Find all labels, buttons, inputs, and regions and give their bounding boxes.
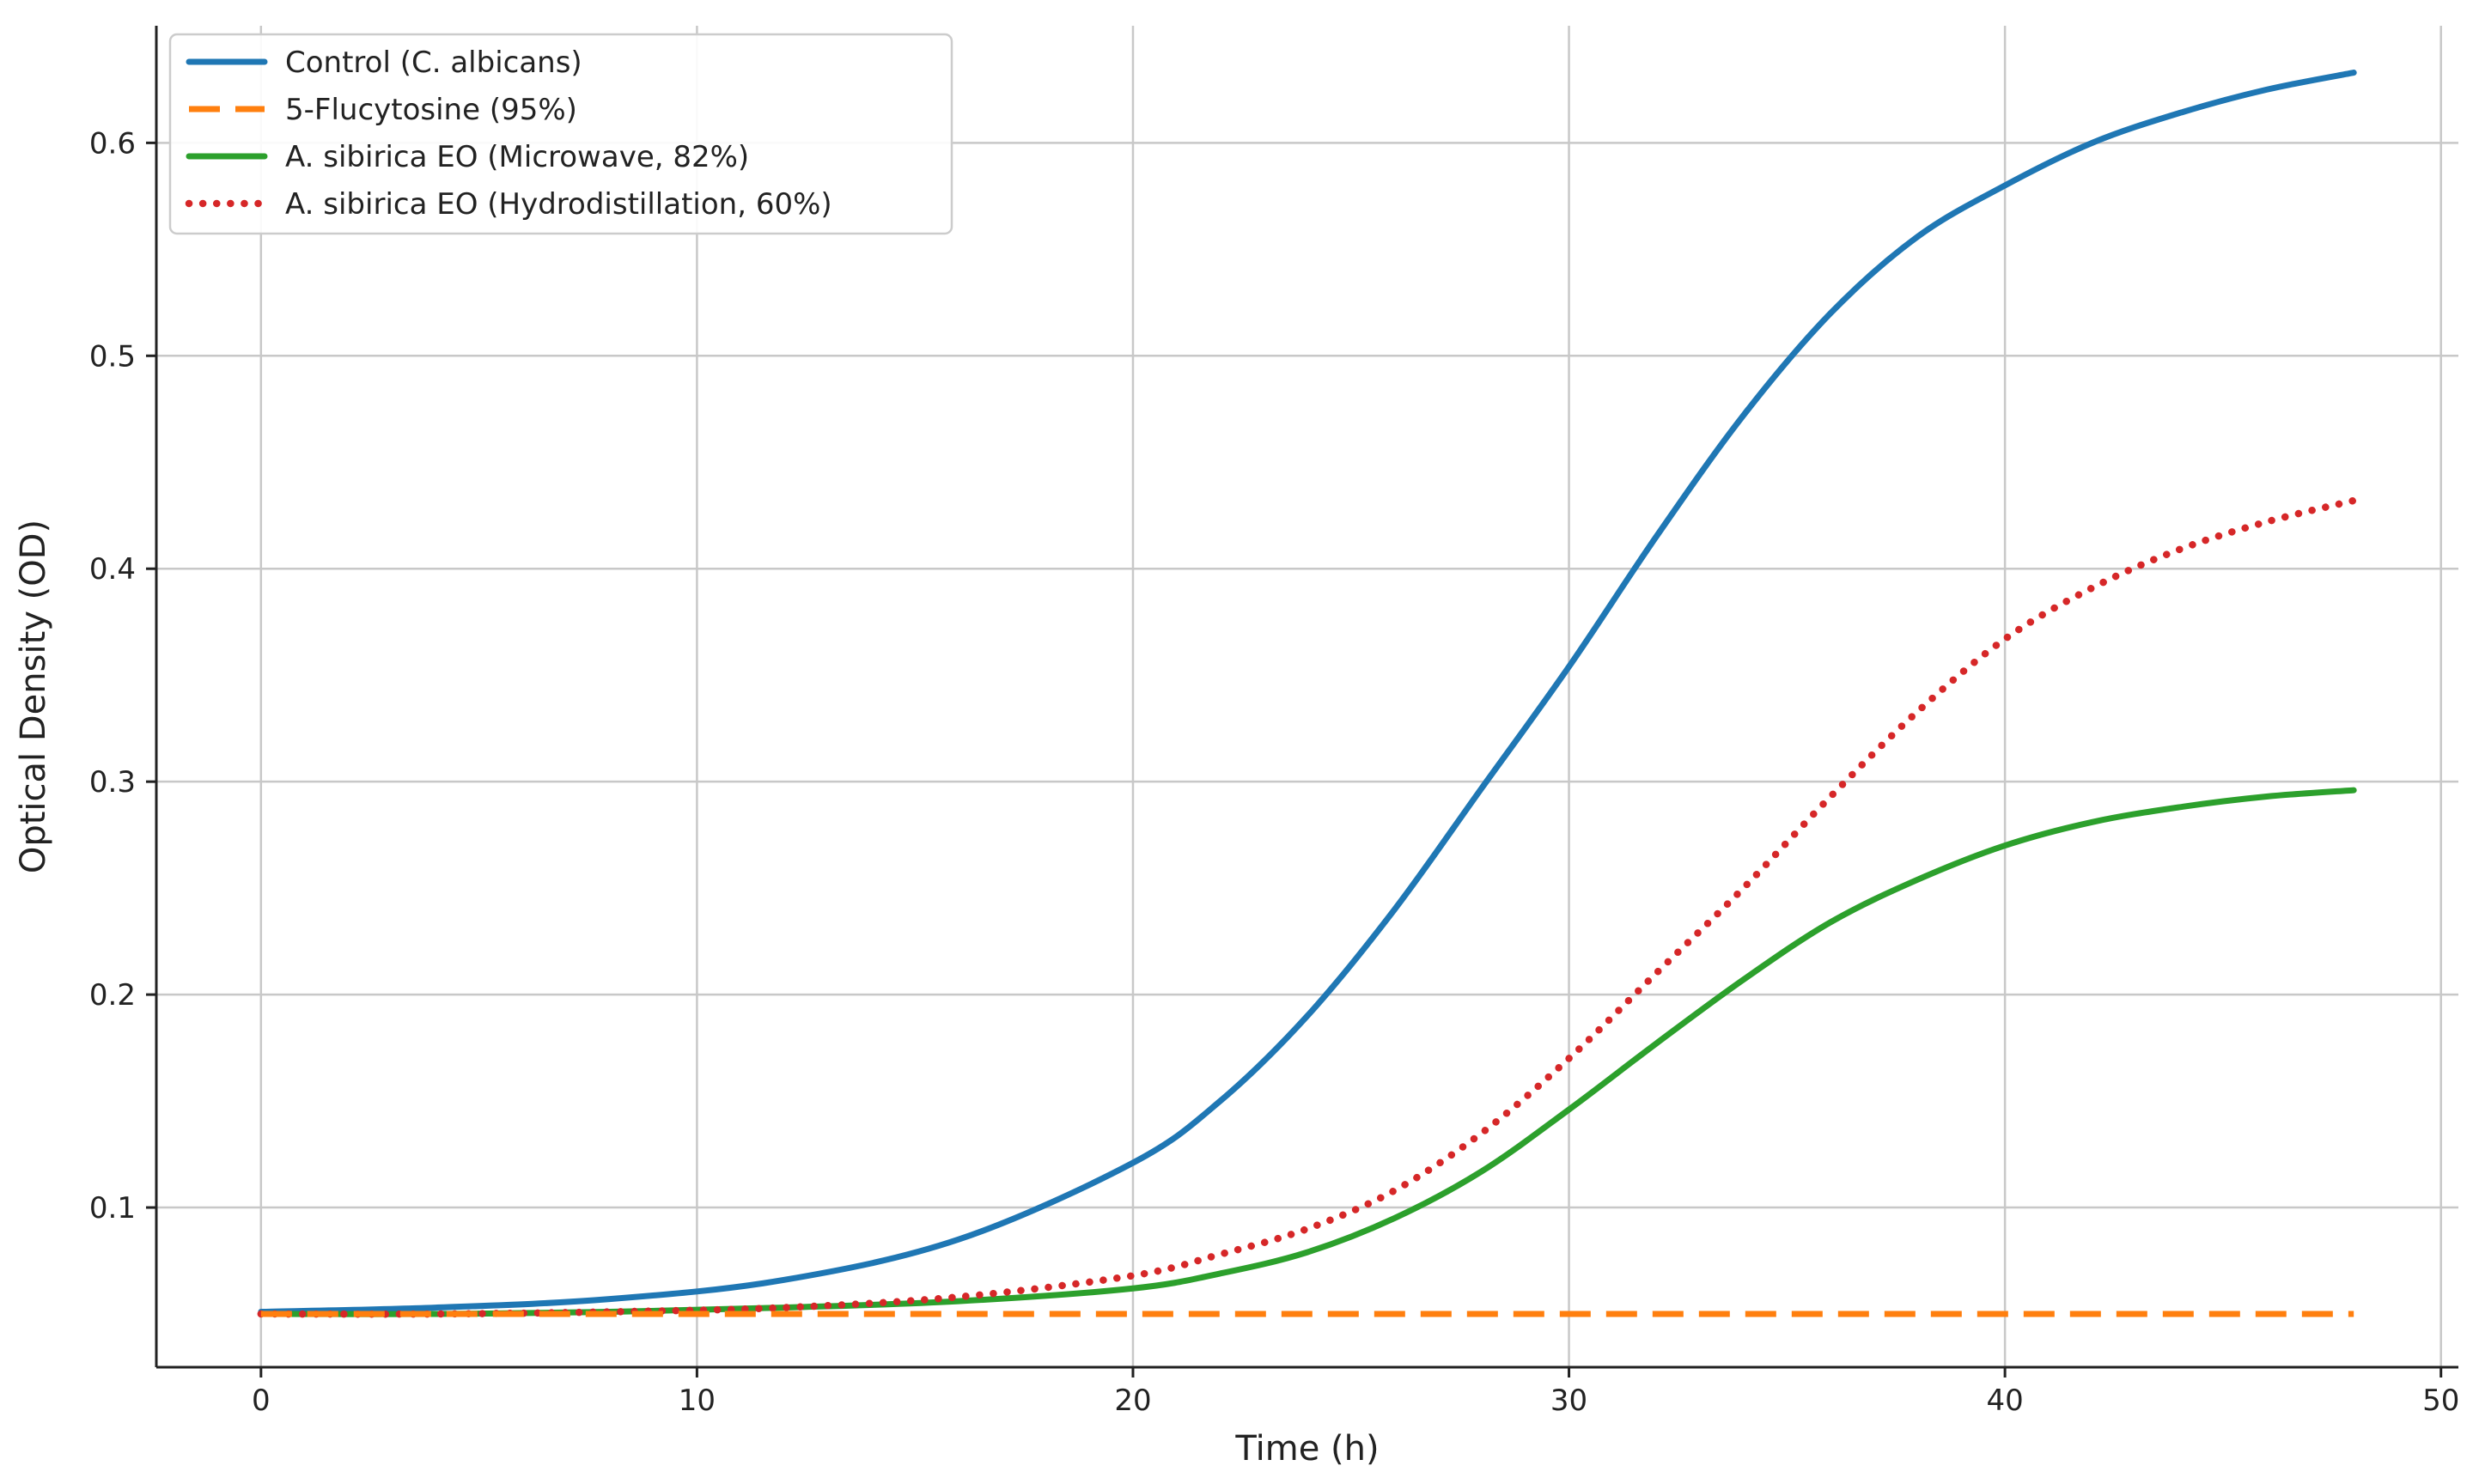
legend-box (168, 33, 953, 235)
series-lines (257, 70, 2358, 1318)
ticks: 0 10 20 30 40 50 0.1 0.2 0.3 0.4 0.5 0.6 (89, 126, 2459, 1418)
x-tick-label: 30 (1550, 1384, 1587, 1418)
y-tick-label: 0.5 (89, 339, 136, 374)
x-tick-label: 20 (1114, 1384, 1151, 1418)
y-axis-label: Optical Density (OD) (14, 520, 53, 873)
axes (155, 26, 2458, 1369)
series-line-3 (258, 787, 2357, 1317)
legend-label: Control (C. albicans) (285, 46, 582, 80)
x-axis-label: Time (h) (1234, 1429, 1379, 1469)
series-line-4 (257, 496, 2358, 1318)
y-tick-label: 0.6 (89, 126, 136, 161)
y-tick-label: 0.3 (89, 765, 136, 800)
legend-label: 5-Flucytosine (95%) (285, 93, 577, 127)
x-tick-label: 10 (679, 1384, 716, 1418)
legend: Control (C. albicans) 5-Flucytosine (95%)… (168, 33, 953, 235)
y-tick-label: 0.2 (89, 978, 136, 1013)
y-tick-label: 0.1 (89, 1191, 136, 1226)
y-tick-label: 0.4 (89, 552, 136, 587)
legend-label: A. sibirica EO (Microwave, 82%) (285, 140, 749, 174)
x-tick-label: 40 (1986, 1384, 2023, 1418)
series-line-1 (258, 70, 2357, 1316)
legend-label: A. sibirica EO (Hydrodistillation, 60%) (285, 187, 832, 222)
x-tick-label: 50 (2422, 1384, 2459, 1418)
x-tick-label: 0 (252, 1384, 271, 1418)
